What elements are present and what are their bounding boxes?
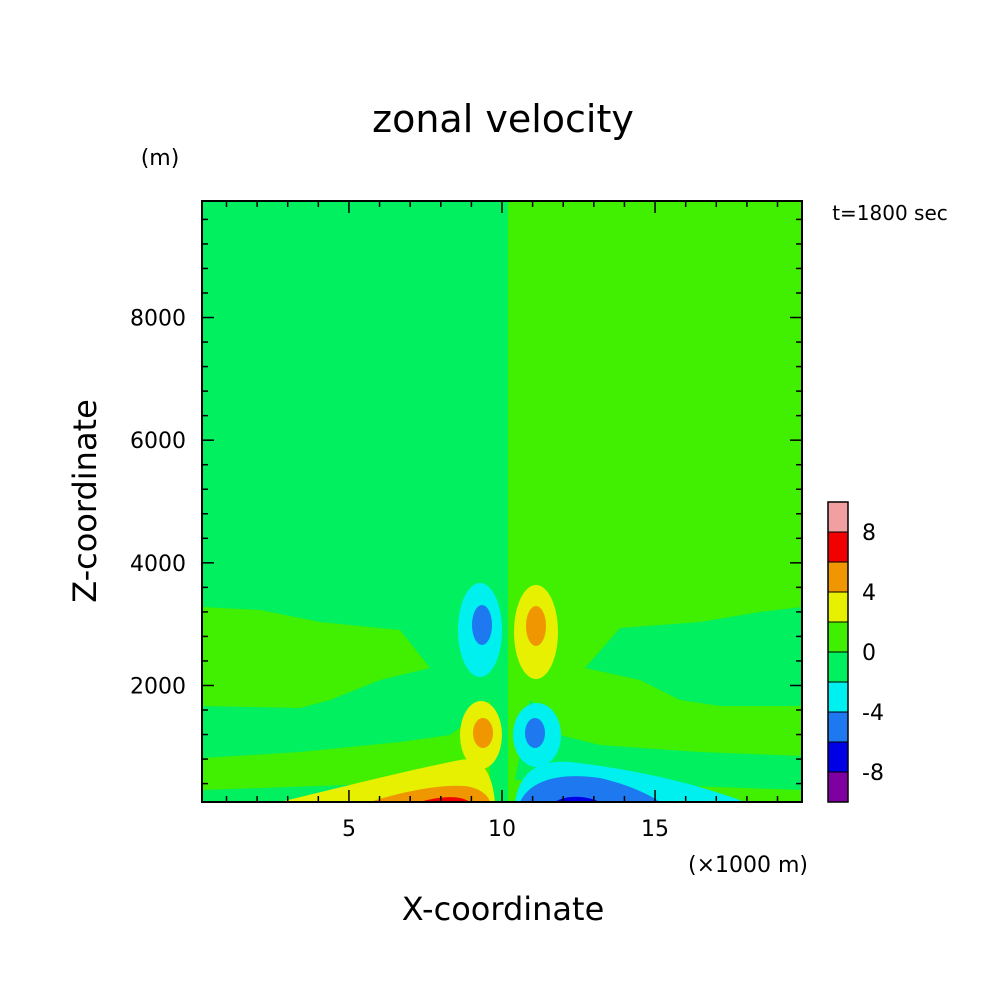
colorbar-frame (827, 501, 849, 803)
contour-cell-lower-right-6 (525, 718, 545, 748)
contour-field (202, 201, 802, 802)
contour-cell-upper-right-6 (526, 606, 546, 646)
contour-band-right-upper (585, 607, 802, 706)
contour-surface-left-6 (370, 785, 490, 802)
contour-band-left-zero (202, 201, 508, 802)
contour-cell-lower-left-6 (473, 718, 493, 748)
colorbar-swatch (827, 771, 849, 803)
colorbar-swatch (827, 621, 849, 653)
x-unit-label: (×1000 m) (688, 853, 808, 878)
time-label: t=1800 sec (832, 201, 948, 225)
colorbar-label: -4 (862, 701, 884, 726)
colorbar-swatch (827, 501, 849, 533)
colorbar-swatch (827, 741, 849, 773)
x-tick-label: 10 (488, 817, 516, 842)
axis-ticks (202, 201, 802, 802)
contour-band-left-upper (202, 607, 430, 708)
colorbar-swatch (827, 591, 849, 623)
colorbar-label: 8 (862, 521, 876, 546)
colorbar-label: 4 (862, 581, 876, 606)
x-tick-label: 5 (342, 817, 356, 842)
x-axis-label: X-coordinate (402, 890, 605, 928)
contour-surface-right-8 (555, 796, 600, 802)
y-tick-label: 6000 (130, 429, 186, 454)
axis-tick-labels: 5 10 15 2000 4000 6000 8000 (130, 307, 669, 842)
colorbar: -8 -4 0 4 8 (827, 501, 884, 803)
colorbar-swatch (827, 711, 849, 743)
colorbar-swatch (827, 531, 849, 563)
y-tick-label: 8000 (130, 307, 186, 332)
y-axis-label: Z-coordinate (66, 399, 104, 603)
contour-cell-upper-left-6 (472, 605, 492, 645)
chart-title: zonal velocity (372, 97, 634, 141)
contour-surface-right-6 (520, 776, 660, 802)
contour-band-left-lower (202, 700, 490, 790)
x-tick-label: 15 (641, 817, 669, 842)
colorbar-label: -8 (862, 761, 884, 786)
y-tick-label: 2000 (130, 674, 186, 699)
y-unit-label: (m) (141, 146, 180, 171)
contour-surface-left-8 (420, 797, 470, 802)
y-tick-label: 4000 (130, 552, 186, 577)
colorbar-swatch (827, 681, 849, 713)
colorbar-swatch (827, 561, 849, 593)
colorbar-label: 0 (862, 641, 876, 666)
colorbar-swatch (827, 651, 849, 683)
